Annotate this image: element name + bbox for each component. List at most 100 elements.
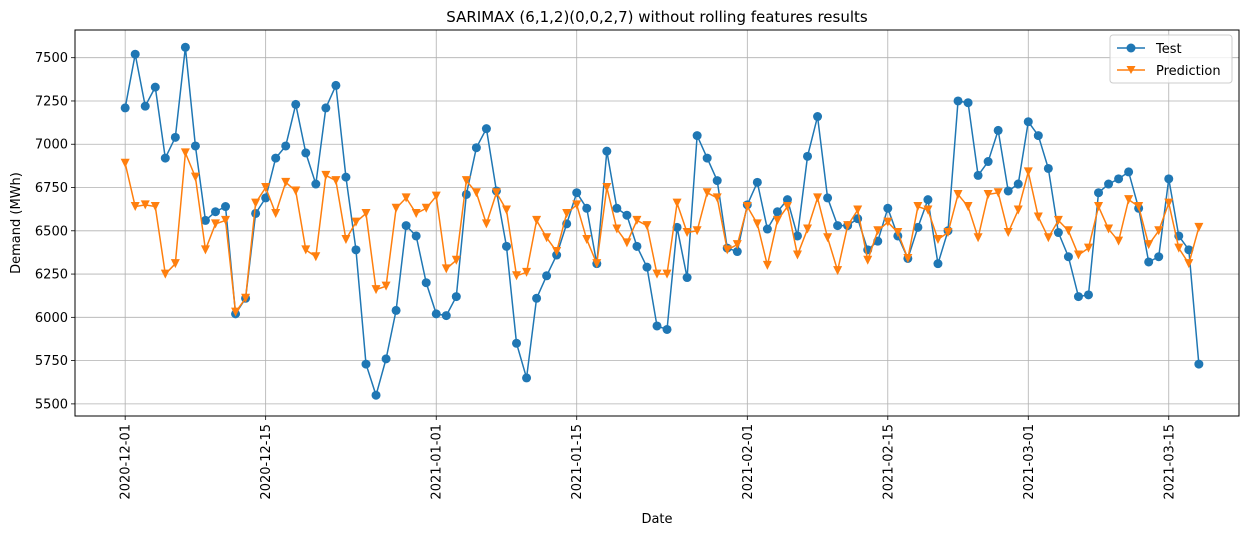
data-point-test: [732, 247, 742, 257]
data-point-prediction: [120, 158, 130, 168]
data-point-test: [1164, 174, 1174, 184]
data-point-prediction: [883, 217, 893, 227]
data-point-prediction: [843, 221, 853, 231]
x-tick-label: 2021-03-01: [1022, 424, 1037, 500]
data-point-test: [120, 103, 130, 113]
data-point-test: [281, 141, 291, 151]
data-point-test: [221, 202, 231, 212]
data-point-prediction: [782, 202, 792, 212]
data-point-prediction: [993, 188, 1003, 198]
data-point-test: [933, 259, 943, 269]
data-point-prediction: [973, 233, 983, 243]
data-point-prediction: [732, 240, 742, 250]
data-point-test: [993, 125, 1003, 135]
data-point-test: [1124, 167, 1134, 177]
data-point-test: [190, 141, 200, 151]
data-point-prediction: [301, 245, 311, 255]
data-point-test: [712, 176, 722, 186]
data-point-prediction: [592, 259, 602, 269]
data-point-prediction: [221, 215, 231, 225]
data-point-prediction: [702, 188, 712, 198]
data-point-prediction: [1003, 228, 1013, 238]
gridlines: [75, 30, 1239, 416]
data-point-test: [391, 305, 401, 315]
data-point-test: [170, 132, 180, 142]
data-point-test: [1013, 179, 1023, 189]
data-point-test: [251, 208, 261, 218]
data-point-prediction: [271, 208, 281, 218]
data-point-test: [582, 203, 592, 213]
data-point-test: [1023, 117, 1033, 127]
data-point-prediction: [431, 191, 441, 201]
data-point-test: [1063, 252, 1073, 262]
data-point-test: [1154, 252, 1164, 262]
data-point-prediction: [401, 193, 411, 203]
data-point-test: [140, 101, 150, 111]
data-point-prediction: [1174, 243, 1184, 253]
data-point-test: [782, 195, 792, 205]
data-point-test: [622, 210, 632, 220]
data-point-test: [913, 222, 923, 232]
data-point-test: [461, 189, 471, 199]
data-point-prediction: [833, 266, 843, 276]
data-point-prediction: [441, 264, 451, 274]
data-point-prediction: [1023, 167, 1033, 177]
data-point-test: [150, 82, 160, 92]
data-point-prediction: [542, 233, 552, 243]
data-point-test: [1194, 359, 1204, 369]
data-point-test: [431, 309, 441, 319]
data-point-test: [803, 151, 813, 161]
data-point-prediction: [501, 205, 511, 215]
data-point-prediction: [1033, 212, 1043, 222]
data-point-prediction: [180, 148, 190, 158]
series-prediction: [120, 148, 1204, 317]
data-point-test: [401, 221, 411, 231]
data-point-prediction: [772, 215, 782, 225]
y-tick-label: 5500: [35, 397, 68, 412]
data-point-test: [792, 231, 802, 241]
data-point-test: [321, 103, 331, 113]
data-point-test: [973, 170, 983, 180]
data-point-prediction: [1013, 205, 1023, 215]
plot-frame: [74, 29, 1240, 417]
data-point-test: [662, 324, 672, 334]
data-point-prediction: [461, 176, 471, 186]
data-point-test: [813, 112, 823, 122]
data-point-prediction: [813, 193, 823, 203]
data-point-test: [823, 193, 833, 203]
data-point-prediction: [210, 219, 220, 229]
data-point-prediction: [742, 202, 752, 212]
x-tick-label: 2021-03-15: [1162, 424, 1177, 500]
series-line-test: [124, 46, 1200, 396]
data-point-test: [311, 179, 321, 189]
data-point-test: [542, 271, 552, 281]
data-point-prediction: [1164, 198, 1174, 208]
x-tick-label: 2020-12-15: [259, 424, 274, 500]
data-point-test: [1083, 290, 1093, 300]
data-point-prediction: [722, 245, 732, 255]
data-point-prediction: [1144, 240, 1154, 250]
data-point-test: [381, 354, 391, 364]
data-point-prediction: [231, 307, 241, 317]
data-point-prediction: [963, 202, 973, 212]
data-point-prediction: [1073, 250, 1083, 260]
data-point-prediction: [853, 205, 863, 215]
data-point-test: [682, 273, 692, 283]
data-point-prediction: [903, 253, 913, 263]
data-point-test: [501, 241, 511, 251]
data-point-test: [361, 359, 371, 369]
y-axis-label: Demand (MWh): [9, 172, 24, 274]
data-point-test: [200, 215, 210, 225]
data-point-prediction: [140, 200, 150, 210]
data-point-test: [481, 124, 491, 134]
data-point-test: [762, 224, 772, 234]
data-point-prediction: [893, 228, 903, 238]
data-point-prediction: [481, 219, 491, 229]
data-point-prediction: [943, 228, 953, 238]
data-point-prediction: [150, 202, 160, 212]
data-point-test: [642, 262, 652, 272]
data-point-test: [160, 153, 170, 163]
data-point-prediction: [170, 259, 180, 269]
data-point-test: [441, 311, 451, 321]
